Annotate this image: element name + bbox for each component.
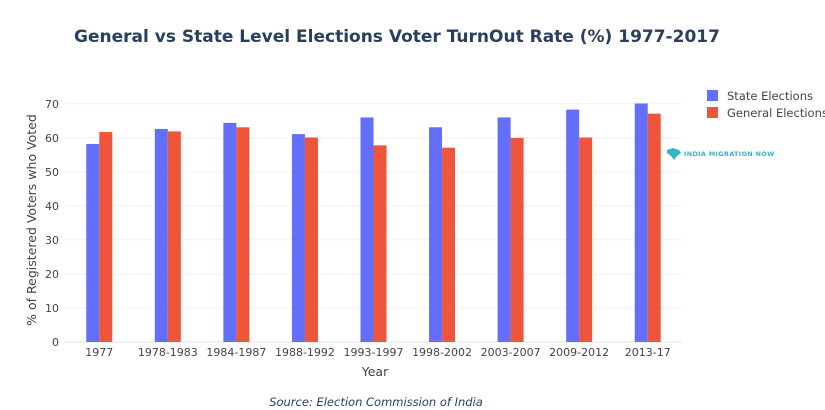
watermark: INDIA MIGRATION NOW xyxy=(667,148,775,160)
bar-general-elections[interactable] xyxy=(167,131,181,342)
y-axis-title: % of Registered Voters who Voted xyxy=(24,114,39,326)
bar-state-elections[interactable] xyxy=(497,117,511,343)
source-note: Source: Election Commission of India xyxy=(269,395,483,409)
x-tick-label: 2003-2007 xyxy=(481,346,541,359)
legend-swatch[interactable] xyxy=(707,90,718,101)
x-tick-label: 1993-1997 xyxy=(344,346,404,359)
bar-state-elections[interactable] xyxy=(566,109,580,343)
bar-general-elections[interactable] xyxy=(99,132,113,342)
bar-general-elections[interactable] xyxy=(442,147,456,342)
y-tick-label: 40 xyxy=(45,200,59,213)
bar-general-elections[interactable] xyxy=(373,145,387,342)
legend-label[interactable]: State Elections xyxy=(727,89,813,103)
y-tick-label: 10 xyxy=(45,302,59,315)
y-tick-label: 30 xyxy=(45,234,59,247)
y-tick-label: 50 xyxy=(45,166,59,179)
bar-state-elections[interactable] xyxy=(223,122,237,342)
y-tick-labels: 0 10 20 30 40 50 60 70 xyxy=(45,98,59,349)
x-tick-label: 1984-1987 xyxy=(206,346,266,359)
india-map-icon xyxy=(667,148,681,160)
y-tick-label: 20 xyxy=(45,268,59,281)
watermark-text: INDIA MIGRATION NOW xyxy=(684,150,775,158)
y-tick-label: 0 xyxy=(52,336,59,349)
y-tick-label: 60 xyxy=(45,132,59,145)
x-tick-label: 1977 xyxy=(85,346,113,359)
bar-general-elections[interactable] xyxy=(236,127,250,342)
bar-general-elections[interactable] xyxy=(510,137,524,342)
x-axis-title: Year xyxy=(361,364,389,379)
legend-swatch[interactable] xyxy=(707,107,718,118)
legend-label[interactable]: General Elections xyxy=(727,106,825,120)
bars xyxy=(86,103,661,343)
bar-state-elections[interactable] xyxy=(634,103,648,343)
bar-general-elections[interactable] xyxy=(647,113,661,342)
bar-general-elections[interactable] xyxy=(304,137,318,342)
legend[interactable]: State Elections General Elections xyxy=(707,89,825,120)
bar-state-elections[interactable] xyxy=(154,128,168,342)
chart-title: General vs State Level Elections Voter T… xyxy=(74,27,720,47)
x-tick-label: 1998-2002 xyxy=(412,346,472,359)
x-tick-label: 2013-17 xyxy=(625,346,671,359)
bar-state-elections[interactable] xyxy=(360,117,374,343)
bar-state-elections[interactable] xyxy=(429,127,443,342)
x-tick-labels: 1977 1978-1983 1984-1987 1988-1992 1993-1997… xyxy=(85,346,670,359)
bar-state-elections[interactable] xyxy=(86,143,100,342)
x-tick-label: 2009-2012 xyxy=(549,346,609,359)
bar-state-elections[interactable] xyxy=(291,134,305,342)
x-tick-label: 1978-1983 xyxy=(138,346,198,359)
bar-general-elections[interactable] xyxy=(579,137,593,342)
y-tick-label: 70 xyxy=(45,98,59,111)
x-tick-label: 1988-1992 xyxy=(275,346,335,359)
